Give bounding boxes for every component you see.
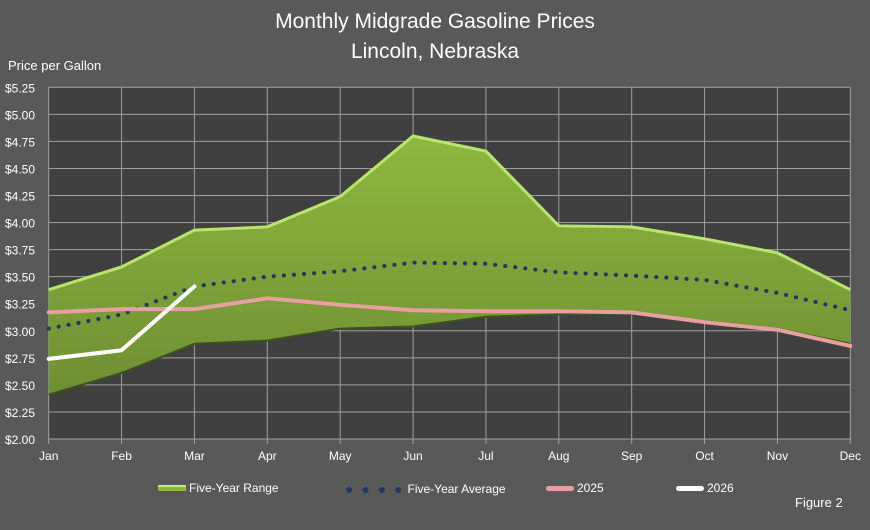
series-line-five-year-average bbox=[46, 260, 853, 331]
legend-item-range: Five-Year Range bbox=[158, 481, 279, 495]
swatch-2025 bbox=[546, 485, 574, 491]
x-tick-label: Mar bbox=[184, 449, 205, 463]
x-tick-label: Aug bbox=[548, 449, 569, 463]
y-tick-label: $5.00 bbox=[5, 108, 35, 122]
legend-label: 2026 bbox=[707, 481, 734, 495]
x-tick-label: Oct bbox=[695, 449, 714, 463]
legend-label: Five-Year Range bbox=[189, 481, 279, 495]
x-tick-label: Jan bbox=[39, 449, 58, 463]
y-tick-label: $2.50 bbox=[5, 379, 35, 393]
dotted-swatch: ● ● ● ● bbox=[345, 481, 405, 497]
legend-item-2026: 2026 bbox=[676, 481, 734, 495]
y-tick-label: $3.00 bbox=[5, 325, 35, 339]
y-tick-label: $4.75 bbox=[5, 135, 35, 149]
y-tick-label: $3.25 bbox=[5, 298, 35, 312]
y-tick-label: $3.75 bbox=[5, 244, 35, 258]
range-high-edge bbox=[48, 134, 851, 292]
swatch-2026 bbox=[676, 485, 704, 491]
chart-title: Monthly Midgrade Gasoline Prices bbox=[275, 10, 595, 33]
y-tick-label: $4.25 bbox=[5, 190, 35, 204]
legend-item-average: ● ● ● ● Five-Year Average bbox=[345, 481, 506, 497]
x-tick-label: May bbox=[329, 449, 352, 463]
legend-label: Five-Year Average bbox=[407, 482, 506, 496]
legend-item-2025: 2025 bbox=[546, 481, 604, 495]
x-tick-label: Sep bbox=[621, 449, 643, 463]
x-tick-label: Jul bbox=[478, 449, 493, 463]
chart-subtitle: Lincoln, Nebraska bbox=[350, 40, 520, 63]
five-year-range-area bbox=[48, 135, 851, 395]
series-line-2025 bbox=[46, 296, 853, 348]
x-tick-label: Jun bbox=[403, 449, 422, 463]
y-tick-label: $2.75 bbox=[5, 352, 35, 366]
y-tick-label: $4.00 bbox=[5, 217, 35, 231]
y-tick-label: $2.25 bbox=[5, 406, 35, 420]
x-tick-label: Apr bbox=[258, 449, 277, 463]
range-swatch bbox=[158, 485, 186, 491]
series-line-2026 bbox=[46, 284, 197, 361]
legend-label: 2025 bbox=[577, 481, 604, 495]
x-tick-label: Nov bbox=[767, 449, 788, 463]
y-tick-label: $4.50 bbox=[5, 162, 35, 176]
x-tick-label: Dec bbox=[840, 449, 861, 463]
y-axis-label: Price per Gallon bbox=[8, 58, 102, 73]
y-tick-label: $2.00 bbox=[5, 433, 35, 447]
figure-label: Figure 2 bbox=[795, 495, 843, 510]
y-tick-label: $3.50 bbox=[5, 271, 35, 285]
y-tick-label: $5.25 bbox=[5, 81, 35, 95]
chart-svg: $2.00 $2.25 $2.50 $2.75 $3.00 $3.25 $3.50 $3.75… bbox=[5, 81, 861, 463]
x-tick-label: Feb bbox=[111, 449, 132, 463]
